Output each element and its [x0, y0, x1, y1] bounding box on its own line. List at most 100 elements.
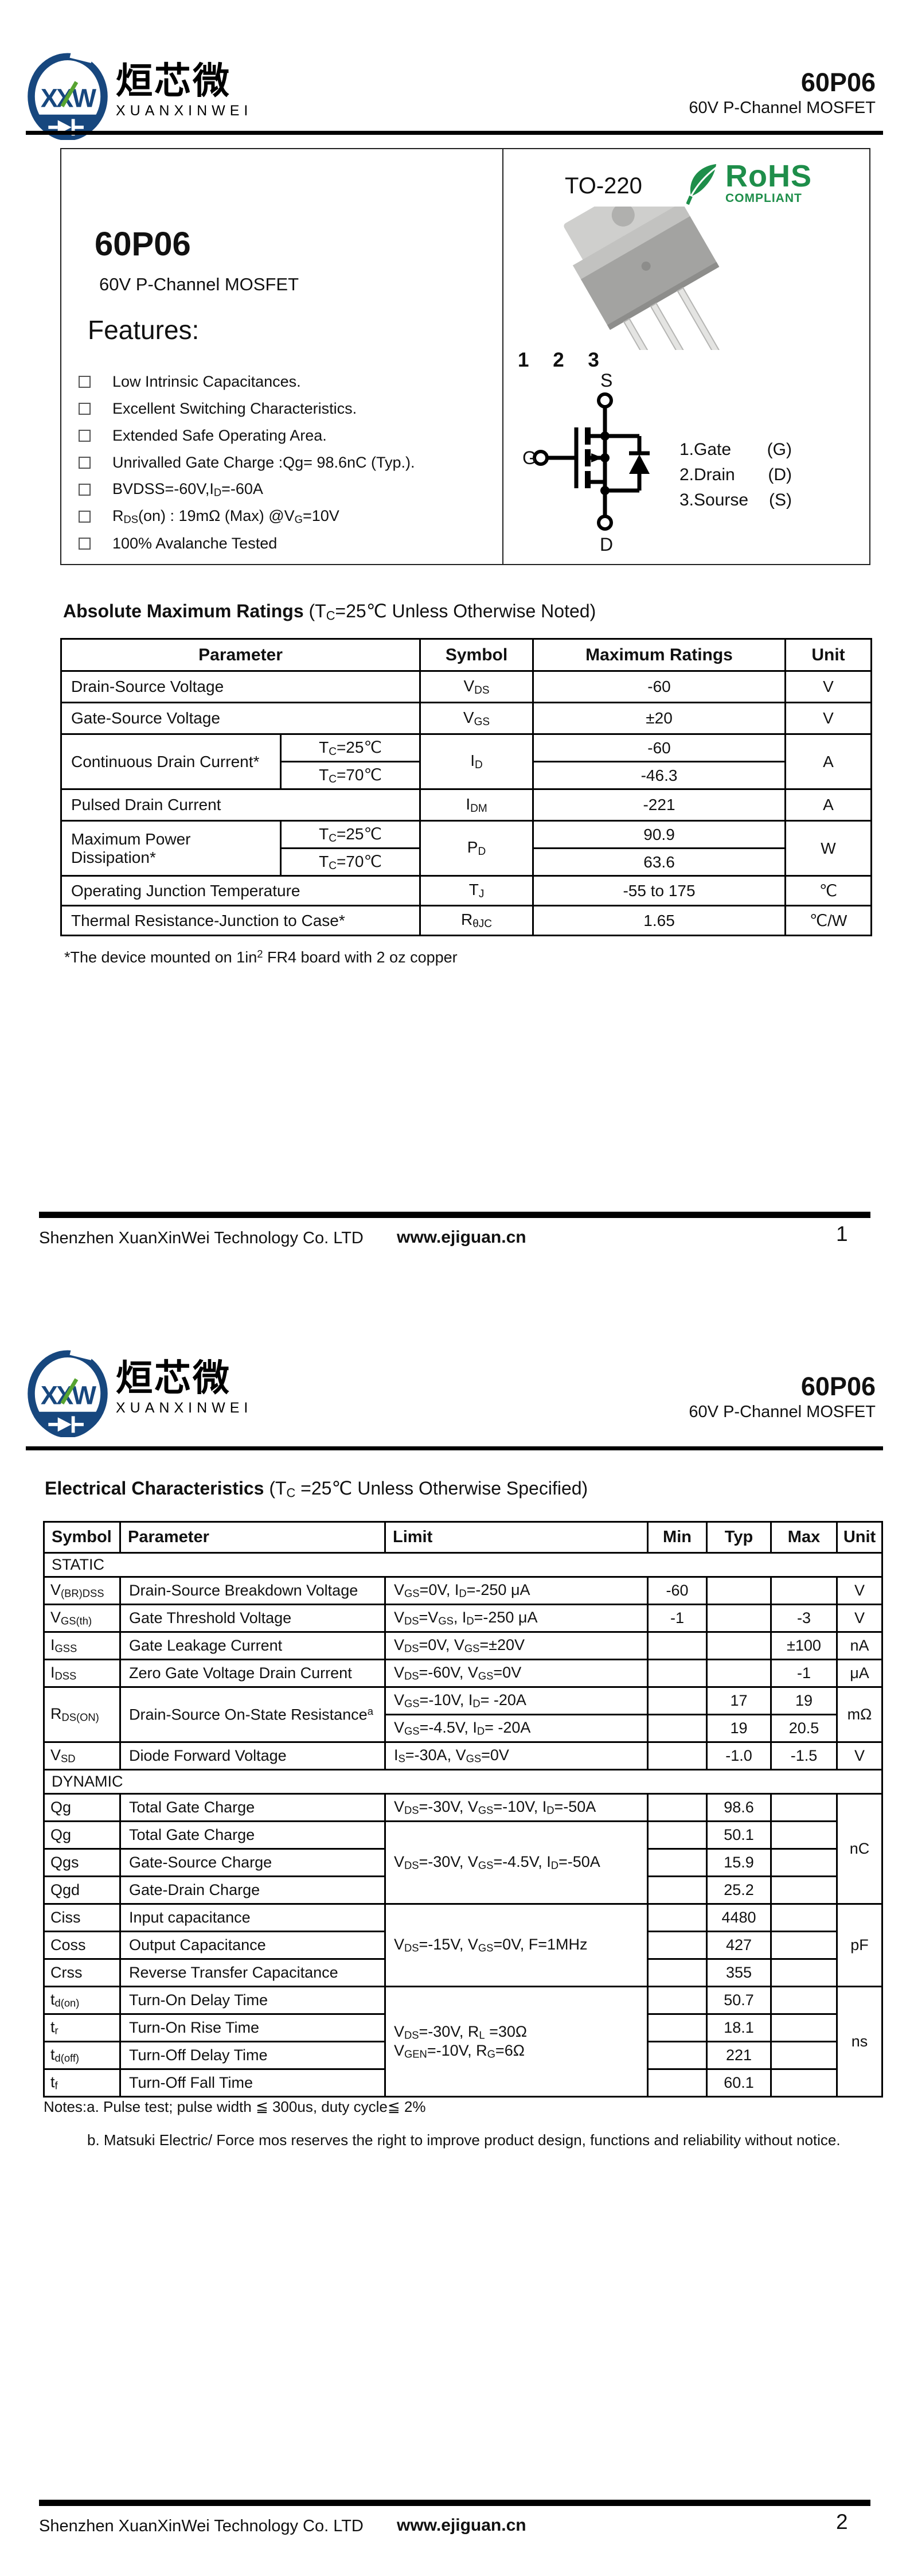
param-cell: Reverse Transfer Capacitance: [119, 1958, 386, 1987]
list-item: BVDSS=-60V,ID=-60A: [79, 476, 415, 503]
param-cell: Total Gate Charge: [119, 1820, 386, 1850]
min-cell-empty: [647, 2041, 708, 2070]
param-cell: Thermal Resistance-Junction to Case*: [60, 905, 421, 936]
unit-cell: V: [836, 1576, 883, 1605]
limit-cell: VDS=-30V, VGS=-10V, ID=-50A: [384, 1793, 649, 1822]
typ-cell: -1.0: [706, 1741, 772, 1770]
checkbox-icon: [79, 457, 91, 469]
table-row: Maximum Power Dissipation* TC=25℃ PD 90.…: [60, 820, 873, 877]
symbol-cell: Ciss: [43, 1903, 121, 1932]
feature-text: RDS(on) : 19mΩ (Max) @VG=10V: [112, 507, 339, 526]
min-cell-empty: [647, 1686, 708, 1715]
footer-website-link[interactable]: www.ejiguan.cn: [397, 2516, 526, 2535]
value-cell: -60: [532, 733, 787, 762]
checkbox-icon: [79, 511, 91, 523]
page-number: 1: [836, 1222, 848, 1246]
symbol-cell: tr: [43, 2013, 121, 2042]
param-cell: Continuous Drain Current*: [60, 733, 282, 790]
symbol-cell: Qg: [43, 1820, 121, 1850]
max-cell-empty: [770, 1848, 838, 1877]
symbol-cell: IDSS: [43, 1659, 121, 1688]
max-cell: 20.5: [770, 1714, 838, 1743]
table-row: Qgs Gate-Source Charge 15.9: [43, 1848, 882, 1877]
typ-cell: 50.1: [706, 1820, 772, 1850]
logo-text: 烜芯微 XUANXINWEI: [116, 61, 253, 119]
table-row: V(BR)DSS Drain-Source Breakdown Voltage …: [43, 1576, 883, 1605]
limit-cell: VGS=-4.5V, ID= -20A: [384, 1714, 649, 1743]
table-row: Crss Reverse Transfer Capacitance 355: [43, 1958, 882, 1987]
limit-cell: VDS=0V, VGS=±20V: [384, 1631, 649, 1660]
section-row: DYNAMIC: [43, 1769, 883, 1795]
unit-cell: nC: [836, 1793, 883, 1905]
rohs-logo: RoHS COMPLIANT: [686, 161, 812, 209]
max-cell-empty: [770, 2041, 838, 2070]
feature-text: Low Intrinsic Capacitances.: [112, 373, 301, 390]
param-cell: Gate Leakage Current: [119, 1631, 386, 1660]
section-label: DYNAMIC: [43, 1769, 883, 1795]
typ-cell: 98.6: [706, 1793, 772, 1822]
features-list: Low Intrinsic Capacitances. Excellent Sw…: [79, 368, 415, 557]
table-row: td(on) Turn-On Delay Time VDS=-30V, RL =…: [43, 1986, 883, 2098]
symbol-drain-label: D: [600, 534, 613, 555]
min-cell-empty: [647, 1875, 708, 1905]
unit-cell: W: [784, 820, 873, 877]
typ-cell: 355: [706, 1958, 772, 1987]
max-cell-empty: [770, 2068, 838, 2098]
symbol-cell: IDM: [419, 788, 534, 822]
table-row: Coss Output Capacitance 427: [43, 1931, 882, 1960]
table-row: Pulsed Drain Current IDM -221 A: [60, 788, 873, 822]
list-item: 2.Drain (D): [679, 462, 792, 488]
table-row: VSD Diode Forward Voltage IS=-30A, VGS=0…: [43, 1741, 883, 1770]
list-item: Excellent Switching Characteristics.: [79, 395, 415, 422]
max-cell-empty: [770, 1875, 838, 1905]
min-cell-empty: [647, 2068, 708, 2098]
table-row: VGS=-4.5V, ID= -20A 19 20.5: [44, 1714, 882, 1743]
unit-cell: V: [784, 702, 873, 735]
table-row: Qg Total Gate Charge VDS=-30V, VGS=-10V,…: [43, 1793, 883, 1905]
value-cell: -221: [532, 788, 787, 822]
brand-name-cn: 烜芯微: [116, 1357, 231, 1399]
feature-text: BVDSS=-60V,ID=-60A: [112, 480, 263, 499]
symbol-cell: VDS: [419, 670, 534, 703]
feature-text: Extended Safe Operating Area.: [112, 427, 327, 444]
leaf-icon: [686, 164, 717, 205]
svg-text:XXW: XXW: [41, 83, 97, 112]
max-cell-empty: [770, 1793, 838, 1822]
brand-name-en: XUANXINWEI: [116, 103, 253, 119]
value-cell: -46.3: [532, 761, 787, 790]
param-cell: Zero Gate Voltage Drain Current: [119, 1659, 386, 1688]
typ-cell: 50.7: [706, 1986, 772, 2015]
min-cell-empty: [647, 1931, 708, 1960]
table-row: IDSS Zero Gate Voltage Drain Current VDS…: [43, 1659, 883, 1688]
ec-section-title: Electrical Characteristics (TC =25℃ Unle…: [45, 1477, 588, 1500]
table-row: Thermal Resistance-Junction to Case* RθJ…: [60, 905, 873, 936]
column-header: Min: [647, 1521, 708, 1554]
amr-title-condition: (TC=25℃ Unless Otherwise Noted): [308, 601, 596, 623]
header-part-block: 60P06 60V P-Channel MOSFET: [689, 69, 876, 118]
param-cell: Turn-Off Delay Time: [119, 2041, 386, 2070]
hero-part-number: 60P06: [95, 225, 191, 263]
max-cell-empty: [770, 1903, 838, 1932]
param-cell: Output Capacitance: [119, 1931, 386, 1960]
list-item: 1.Gate (G): [679, 437, 792, 462]
symbol-cell: PD: [419, 820, 534, 877]
param-cell: Drain-Source Voltage: [60, 670, 421, 703]
param-cell: Gate-Source Charge: [119, 1848, 386, 1877]
symbol-source-label: S: [600, 373, 612, 391]
max-cell: 19: [770, 1686, 838, 1715]
value-cell: 63.6: [532, 847, 787, 877]
page-2: XXW 烜芯微 XUANXINWEI 60P06 60V P-Channel M…: [0, 1288, 910, 2576]
value-cell: 90.9: [532, 820, 787, 849]
symbol-cell: V(BR)DSS: [43, 1576, 121, 1605]
footer-website-link[interactable]: www.ejiguan.cn: [397, 1228, 526, 1247]
pin-abbrev: (G): [767, 440, 792, 459]
unit-cell: μA: [836, 1659, 883, 1688]
param-cell: Input capacitance: [119, 1903, 386, 1932]
header-part-subtitle: 60V P-Channel MOSFET: [689, 1403, 876, 1422]
checkbox-icon: [79, 538, 91, 550]
electrical-characteristics-table: Symbol Parameter Limit Min Typ Max Unit …: [43, 1521, 883, 2098]
company-logo: XXW 烜芯微 XUANXINWEI: [24, 53, 252, 140]
brand-name-en: XUANXINWEI: [116, 1400, 253, 1417]
pin-abbrev: (S): [769, 491, 792, 509]
